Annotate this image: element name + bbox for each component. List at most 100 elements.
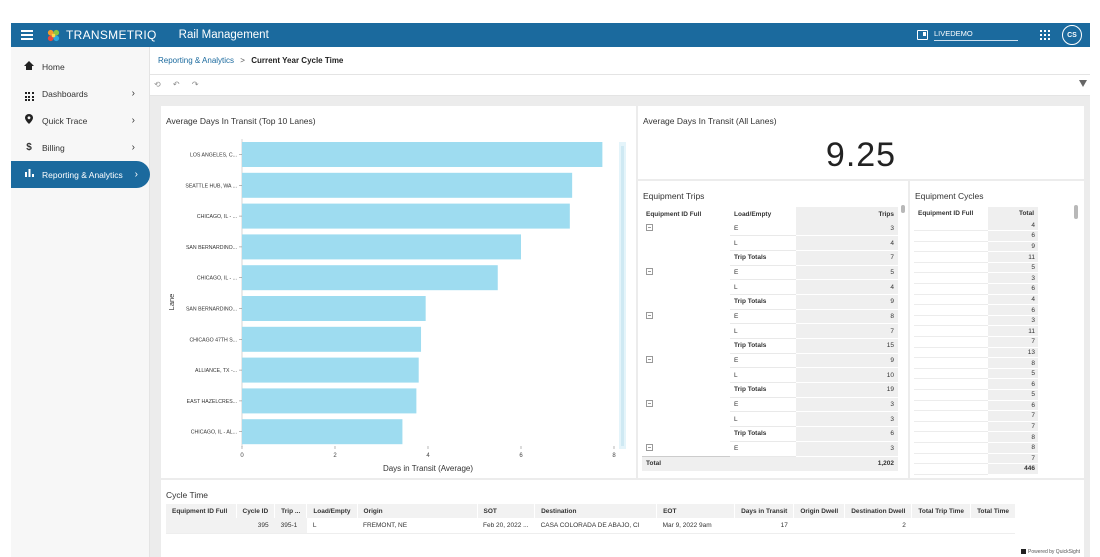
column-header[interactable]: Destination Dwell	[844, 504, 913, 518]
sidebar-item-quick-trace[interactable]: Quick Trace ›	[11, 107, 149, 134]
table-cell	[911, 518, 971, 534]
cycles-cell: 3	[988, 272, 1038, 285]
equipment-cell[interactable]	[642, 441, 730, 456]
equipment-cell	[914, 453, 988, 465]
collapse-icon[interactable]	[646, 223, 653, 231]
table-row: Trip Totals 19	[642, 382, 898, 398]
bar	[242, 388, 417, 414]
equipment-cell[interactable]	[642, 309, 730, 324]
trips-cell: 4	[796, 235, 898, 251]
powered-by-label: Powered by QuickSight	[1021, 549, 1080, 555]
column-header[interactable]: Equipment ID Full	[166, 504, 237, 518]
bar	[242, 203, 570, 229]
trips-cell: 8	[796, 309, 898, 325]
scrollbar[interactable]	[1074, 205, 1078, 219]
column-header[interactable]: Trips	[796, 207, 898, 221]
table-row: 5	[914, 262, 1038, 274]
x-tick-label: 4	[426, 453, 430, 459]
app-title: Rail Management	[178, 29, 269, 41]
total-value: 1,202	[796, 455, 898, 471]
breadcrumb-link[interactable]: Reporting & Analytics	[158, 56, 235, 65]
x-tick-label: 6	[519, 453, 523, 459]
table-row[interactable]: 395 395-1 L FREMONT, NE Feb 20, 2022 ... CASA…	[166, 518, 1016, 534]
map-pin-icon	[22, 114, 36, 127]
column-header[interactable]: Origin	[357, 504, 478, 518]
column-header[interactable]: Equipment ID Full	[646, 210, 702, 218]
equipment-cell	[914, 230, 988, 242]
scrollbar[interactable]	[901, 205, 905, 213]
equipment-cell[interactable]	[642, 265, 730, 280]
column-header[interactable]: Load/Empty	[306, 504, 358, 518]
column-header[interactable]: Destination	[534, 504, 658, 518]
table-row: 11	[914, 251, 1038, 263]
collapse-icon[interactable]	[646, 311, 653, 319]
column-header[interactable]: Load/Empty	[734, 210, 772, 218]
collapse-icon[interactable]	[646, 356, 653, 364]
trips-cell: 3	[796, 397, 898, 413]
collapse-icon[interactable]	[646, 443, 653, 451]
table-cell: FREMONT, NE	[357, 518, 478, 534]
chevron-right-icon: ›	[131, 88, 135, 99]
sidebar-item-dashboards[interactable]: Dashboards ›	[11, 80, 149, 107]
column-header[interactable]: Total Trip Time	[911, 504, 972, 518]
x-tick-label: 2	[333, 453, 337, 459]
column-header[interactable]: Total Time	[970, 504, 1016, 518]
equipment-cell	[642, 236, 730, 251]
sidebar-item-home[interactable]: Home	[11, 53, 149, 80]
column-header[interactable]: Days in Transit	[734, 504, 795, 518]
column-header[interactable]: Origin Dwell	[793, 504, 846, 518]
table-row: 8	[914, 357, 1038, 369]
dashboard-toolbar: ⟲ ↶ ↷	[150, 74, 1090, 96]
cycles-cell: 6	[988, 304, 1038, 316]
load-empty-cell: E	[730, 353, 796, 369]
lane-tick-label: ALLIANCE, TX -...	[195, 368, 237, 374]
collapse-icon[interactable]	[646, 267, 653, 275]
table-cell: 2	[844, 518, 912, 534]
apps-grid-icon[interactable]	[1040, 30, 1050, 40]
panel-title: Equipment Cycles	[915, 191, 984, 201]
table-row: 7	[914, 421, 1038, 433]
chart-title: Average Days In Transit (Top 10 Lanes)	[166, 116, 316, 126]
column-header[interactable]: EOT	[656, 504, 736, 518]
sidebar-item-reporting-analytics[interactable]: Reporting & Analytics ›	[11, 161, 150, 188]
table-row: 7	[914, 410, 1038, 422]
collapse-icon[interactable]	[646, 400, 653, 408]
equipment-cell	[914, 357, 988, 369]
total-spacer	[730, 455, 796, 471]
column-header[interactable]: Cycle ID	[236, 504, 276, 518]
workspace-selector[interactable]: LIVEDEMO	[934, 29, 1018, 41]
column-header[interactable]: Equipment ID Full	[918, 210, 974, 217]
equipment-cell	[642, 383, 730, 398]
history-controls-icon[interactable]: ⟲ ↶ ↷	[154, 80, 204, 89]
column-header[interactable]: Trip ...	[274, 504, 308, 518]
cycles-cell: 6	[988, 230, 1038, 242]
column-header[interactable]: Total	[988, 207, 1038, 220]
user-avatar[interactable]: CS	[1062, 25, 1082, 45]
equipment-cell	[642, 324, 730, 339]
table-row: 6	[914, 378, 1038, 390]
equipment-cell[interactable]	[642, 397, 730, 412]
equipment-cycles-table: Equipment ID Full Total 4 6 9 11 5 3 6 4 6 3 11 7 13…	[914, 207, 1038, 475]
bar	[242, 326, 422, 352]
hamburger-menu-icon[interactable]	[21, 30, 33, 40]
filter-icon[interactable]	[1079, 80, 1087, 87]
cycles-cell: 7	[988, 410, 1038, 422]
table-cell	[970, 518, 1016, 534]
table-row: 4	[914, 220, 1038, 232]
equipment-cell	[642, 250, 730, 265]
table-row: Trip Totals 6	[642, 426, 898, 442]
x-tick-label: 0	[240, 453, 244, 459]
table-row: 3	[914, 272, 1038, 285]
equipment-cell[interactable]	[642, 221, 730, 236]
cycles-cell: 9	[988, 241, 1038, 253]
sidebar-item-billing[interactable]: $ Billing ›	[11, 134, 149, 161]
column-header[interactable]: SOT	[477, 504, 536, 518]
table-row: 8	[914, 431, 1038, 443]
total-label: Total	[642, 455, 730, 471]
table-row: Trip Totals 9	[642, 294, 898, 310]
kpi-title: Average Days In Transit (All Lanes)	[643, 116, 777, 126]
cycles-cell: 6	[988, 400, 1038, 412]
cycles-cell: 5	[988, 262, 1038, 274]
equipment-cell[interactable]	[642, 353, 730, 368]
